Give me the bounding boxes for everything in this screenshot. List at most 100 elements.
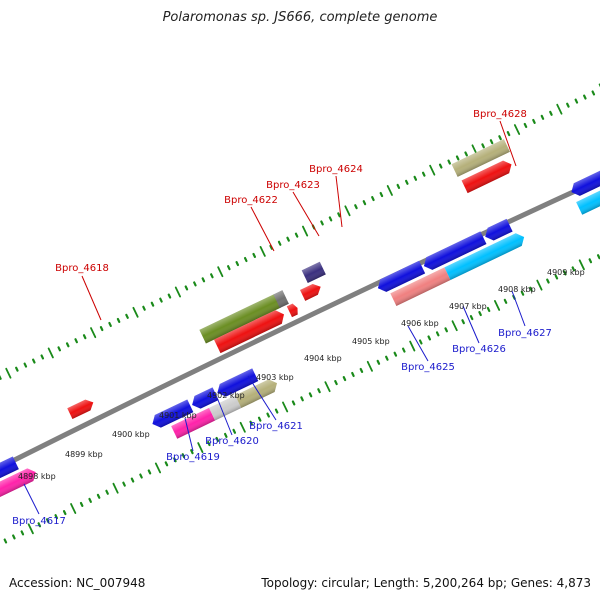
top-gene-label[interactable]: Bpro_4628 (473, 109, 527, 120)
major-tick-mark (493, 300, 501, 311)
gene-Bpro_4627[interactable] (576, 176, 600, 215)
kbp-tick-label: 4900 kbp (112, 430, 150, 439)
top-leader-line (335, 175, 343, 228)
minor-tick-mark (469, 315, 474, 321)
kbp-tick-label: 4906 kbp (401, 319, 439, 328)
minor-tick-mark (142, 305, 146, 311)
kbp-tick-label: 4899 kbp (65, 450, 103, 459)
label-leaders (23, 120, 526, 515)
minor-tick-mark (478, 311, 482, 317)
bottom-gene-label[interactable]: Bpro_4619 (166, 452, 220, 463)
major-tick-mark (282, 401, 289, 413)
major-tick-mark (536, 279, 543, 291)
bottom-gene-label[interactable]: Bpro_4617 (12, 516, 66, 527)
minor-tick-mark (223, 432, 228, 438)
minor-tick-mark (184, 285, 189, 291)
minor-tick-mark (210, 273, 214, 279)
bottom-leader-line (511, 290, 526, 327)
gene-block-blue-g[interactable] (482, 218, 513, 243)
minor-tick-mark (596, 254, 600, 260)
gene-block-red-c[interactable] (461, 158, 515, 194)
bottom-gene-label[interactable]: Bpro_4620 (205, 436, 259, 447)
bottom-gene-label[interactable]: Bpro_4625 (401, 362, 455, 373)
gene-block-blue-a[interactable] (0, 456, 19, 490)
minor-tick-mark (249, 420, 253, 426)
minor-tick-mark (362, 200, 367, 206)
minor-tick-mark (444, 327, 448, 333)
minor-tick-mark (574, 98, 579, 104)
top-gene-label[interactable]: Bpro_4618 (55, 263, 109, 274)
minor-tick-mark (82, 334, 87, 340)
kbp-tick-label: 4905 kbp (352, 337, 390, 346)
bottom-leader-line (462, 305, 480, 344)
minor-tick-mark (57, 346, 62, 352)
top-leader-line (81, 275, 102, 321)
minor-tick-mark (243, 256, 248, 263)
gene-block-blue-f[interactable] (421, 231, 487, 272)
top-gene-label[interactable]: Bpro_4624 (309, 164, 363, 175)
minor-tick-mark (455, 155, 460, 161)
kbp-tick-marks (0, 83, 600, 544)
minor-tick-mark (571, 266, 576, 272)
minor-tick-mark (354, 204, 358, 210)
minor-tick-mark (427, 335, 432, 341)
kbp-tick-label: 4898 kbp (18, 472, 56, 481)
bottom-gene-label[interactable]: Bpro_4627 (498, 328, 552, 339)
gene-Bpro_4628[interactable] (451, 139, 510, 177)
minor-tick-mark (421, 171, 426, 177)
minor-tick-mark (65, 342, 70, 348)
gene-block-blue-b[interactable] (149, 399, 194, 431)
minor-tick-mark (139, 473, 143, 479)
minor-tick-mark (308, 392, 313, 398)
top-leader-line (250, 206, 275, 252)
major-tick-mark (5, 367, 12, 379)
backbone-line (0, 176, 600, 471)
minor-tick-mark (371, 196, 375, 202)
minor-tick-mark (393, 351, 398, 357)
gene-Bpro_4620[interactable] (209, 395, 242, 421)
minor-tick-mark (0, 375, 2, 380)
top-gene-label[interactable]: Bpro_4623 (266, 180, 320, 191)
minor-tick-mark (105, 489, 109, 495)
minor-tick-mark (130, 477, 135, 483)
gene-Bpro_4626[interactable] (444, 231, 527, 281)
gene-Bpro_4624[interactable] (301, 261, 326, 284)
bottom-leader-line (184, 417, 194, 452)
gene-block-blue-h[interactable] (568, 159, 600, 199)
minor-tick-mark (529, 286, 533, 292)
minor-tick-mark (15, 366, 19, 372)
gene-block-blue-c[interactable] (189, 387, 219, 411)
gene-Bpro_4619[interactable] (171, 407, 216, 439)
gene-block-red-a[interactable] (214, 308, 287, 354)
gene-Bpro_4625[interactable] (390, 267, 451, 306)
minor-tick-mark (201, 277, 206, 283)
minor-tick-mark (226, 265, 231, 271)
bottom-gene-label[interactable]: Bpro_4621 (249, 421, 303, 432)
gene-block-grey[interactable] (273, 290, 289, 309)
gene-block-blue-e[interactable] (375, 260, 426, 295)
gene-Bpro_4623[interactable] (300, 281, 323, 301)
major-tick-mark (578, 259, 585, 271)
gene-Bpro_4617[interactable] (0, 466, 39, 506)
kbp-tick-label: 4908 kbp (498, 285, 536, 294)
minor-tick-mark (489, 139, 494, 145)
gene-block-red-b[interactable] (286, 302, 300, 318)
minor-tick-mark (159, 297, 163, 303)
minor-tick-mark (116, 317, 121, 323)
minor-tick-mark (45, 518, 50, 524)
minor-tick-mark (549, 110, 553, 116)
gene-track (0, 139, 600, 506)
gene-Bpro_4621[interactable] (235, 377, 280, 409)
gene-Bpro_4622[interactable] (199, 294, 281, 344)
gene-block-blue-d[interactable] (214, 368, 259, 399)
top-gene-label[interactable]: Bpro_4622 (224, 195, 278, 206)
major-tick-mark (197, 442, 204, 453)
kbp-tick-label: 4907 kbp (449, 302, 487, 311)
gene-Bpro_4618[interactable] (67, 397, 96, 420)
minor-tick-mark (405, 179, 409, 185)
minor-tick-mark (520, 290, 525, 296)
bottom-gene-label[interactable]: Bpro_4626 (452, 344, 506, 355)
minor-tick-mark (252, 252, 257, 258)
minor-tick-mark (566, 102, 570, 108)
